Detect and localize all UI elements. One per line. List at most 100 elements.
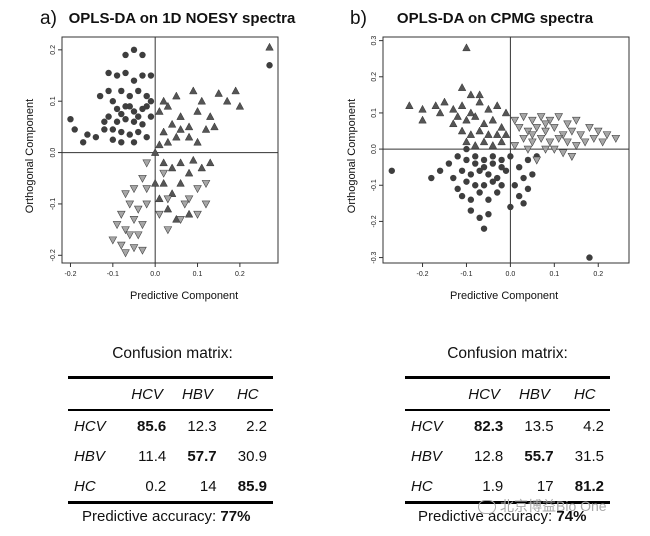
data-point-circle xyxy=(266,62,273,69)
data-point-triangle-down xyxy=(567,153,577,161)
data-point-triangle-up xyxy=(163,101,173,110)
data-point-triangle-up xyxy=(488,115,498,124)
confusion-a-row: HCV 85.6 12.3 2.2 xyxy=(68,410,273,441)
x-tick-label: 0.2 xyxy=(235,271,245,278)
data-point-triangle-up xyxy=(222,96,232,105)
data-point-circle xyxy=(92,133,100,141)
confusion-a-cell: 14 xyxy=(172,471,223,504)
data-point-triangle-up xyxy=(206,112,215,120)
confusion-a-col: HC xyxy=(222,377,273,411)
data-point-triangle-down xyxy=(519,134,528,143)
data-point-triangle-down xyxy=(159,169,168,178)
data-point-circle xyxy=(586,254,593,261)
data-point-circle xyxy=(118,139,125,146)
data-point-triangle-down xyxy=(563,120,572,129)
confusion-a-cell: 30.9 xyxy=(237,447,267,465)
panel-a-letter: a) xyxy=(40,8,57,29)
data-point-triangle-up xyxy=(206,158,215,167)
data-point-circle xyxy=(118,87,125,95)
data-point-circle xyxy=(511,182,518,189)
data-point-triangle-up xyxy=(449,104,458,113)
data-point-triangle-up xyxy=(167,119,177,128)
data-point-triangle-down xyxy=(142,159,152,168)
data-point-triangle-up xyxy=(475,90,484,99)
plot-b-scatter: -0.2 -0.1 0.0 0.1 0.2 -0.3 -0.2 -0.1 0.0 0.1 0.2 0.… xyxy=(371,36,630,278)
data-point-circle xyxy=(126,103,133,110)
data-point-triangle-up xyxy=(418,104,427,113)
data-point-circle xyxy=(147,98,155,105)
confusion-a-col: HBV xyxy=(172,377,223,411)
data-point-triangle-up xyxy=(440,97,449,106)
data-point-circle xyxy=(489,160,497,167)
data-point-triangle-down xyxy=(563,138,572,147)
confusion-b-cell: 55.7 xyxy=(524,447,554,465)
confusion-b-col: HCV xyxy=(458,377,510,411)
y-tick-label: 0.0 xyxy=(50,148,57,158)
data-point-circle xyxy=(130,77,138,84)
data-point-circle xyxy=(139,72,146,79)
watermark-text: 北京博益Bio One xyxy=(500,498,607,514)
data-point-circle xyxy=(520,200,527,207)
data-point-triangle-down xyxy=(532,156,542,165)
data-point-triangle-down xyxy=(510,142,520,151)
y-tick-label: 0.3 xyxy=(371,36,378,46)
data-point-circle xyxy=(498,156,505,164)
x-tick-label: -0.2 xyxy=(64,271,76,278)
confusion-b-row: HC 1.9 17 81.2 xyxy=(405,471,610,504)
data-point-circle xyxy=(105,113,112,120)
data-point-triangle-down xyxy=(193,210,202,219)
data-point-triangle-up xyxy=(172,132,181,141)
confusion-a-row-label: HCV xyxy=(74,417,106,435)
data-point-triangle-up xyxy=(150,178,160,187)
confusion-b-col: HBV xyxy=(509,377,560,411)
panel-b-letter: b) xyxy=(350,8,367,29)
data-point-triangle-up xyxy=(501,108,511,117)
watermark: 北京博益Bio One xyxy=(478,496,607,516)
confusion-a-cell: 57.7 xyxy=(187,447,217,465)
data-point-triangle-up xyxy=(167,189,177,197)
data-point-triangle-down xyxy=(514,124,524,133)
data-point-triangle-down xyxy=(536,113,546,122)
confusion-b-cell: 12.8 xyxy=(474,447,504,465)
data-point-circle xyxy=(105,69,112,77)
data-point-triangle-down xyxy=(112,221,122,230)
data-point-triangle-up xyxy=(159,158,168,167)
data-point-circle xyxy=(480,156,488,164)
data-point-triangle-down xyxy=(593,127,603,136)
data-point-circle xyxy=(463,145,470,153)
data-point-triangle-up xyxy=(484,104,493,113)
data-point-triangle-up xyxy=(155,106,164,115)
data-point-circle xyxy=(109,98,117,105)
confusion-b-header-row: HCV HBV HC xyxy=(405,377,610,411)
data-point-circle xyxy=(84,131,91,138)
y-tick-label: -0.3 xyxy=(371,251,378,263)
data-point-triangle-down xyxy=(611,134,621,143)
y-tick-label: -0.1 xyxy=(371,179,378,191)
data-point-triangle-up xyxy=(462,137,471,146)
x-tick-label: 0.0 xyxy=(506,271,516,278)
data-point-triangle-up xyxy=(497,122,506,131)
confusion-b-cell: 17 xyxy=(509,471,560,504)
data-point-triangle-up xyxy=(197,96,206,105)
wechat-icon xyxy=(478,500,496,515)
data-point-circle xyxy=(79,139,87,146)
data-point-circle xyxy=(96,92,104,100)
x-tick-label: -0.2 xyxy=(417,271,429,278)
data-point-triangle-up xyxy=(184,132,194,141)
data-point-triangle-down xyxy=(589,134,599,143)
data-point-triangle-down xyxy=(142,185,152,194)
confusion-b-cell: 4.2 xyxy=(583,417,604,435)
data-point-circle xyxy=(139,51,146,59)
data-point-triangle-up xyxy=(466,90,476,99)
data-point-circle xyxy=(109,126,117,133)
confusion-a-title: Confusion matrix: xyxy=(112,345,233,362)
data-point-triangle-up xyxy=(172,91,181,100)
data-point-triangle-up xyxy=(176,112,185,120)
data-point-circle xyxy=(515,163,523,171)
confusion-b-row: HCV 82.3 13.5 4.2 xyxy=(405,410,610,441)
data-point-triangle-up xyxy=(462,43,471,52)
data-point-triangle-down xyxy=(541,127,550,136)
data-point-circle xyxy=(480,163,488,171)
data-point-circle xyxy=(118,128,125,136)
data-point-triangle-down xyxy=(532,124,542,133)
